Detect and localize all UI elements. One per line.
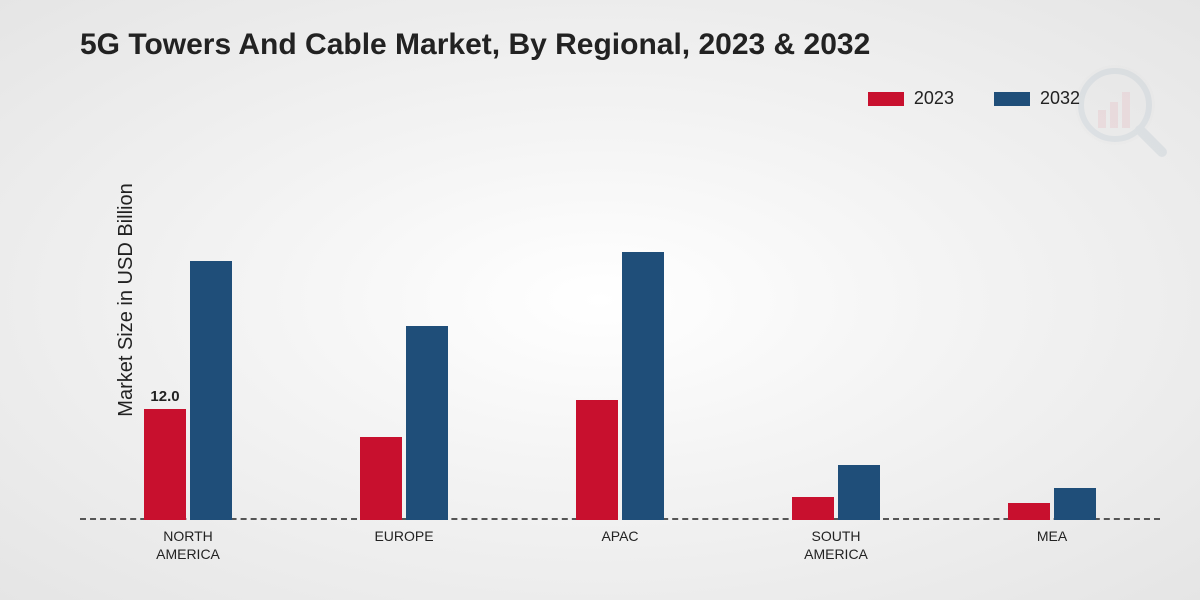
bar: [576, 400, 618, 520]
legend-swatch: [994, 92, 1030, 106]
bar: [622, 252, 664, 520]
legend-item-2023: 2023: [868, 88, 954, 109]
legend-item-2032: 2032: [994, 88, 1080, 109]
legend: 2023 2032: [868, 88, 1080, 109]
bar: [406, 326, 448, 520]
x-tick-label: SOUTH AMERICA: [804, 528, 868, 563]
watermark-logo: [1070, 60, 1170, 160]
x-tick-label: EUROPE: [374, 528, 433, 546]
x-tick-label: NORTH AMERICA: [156, 528, 220, 563]
bar: [1054, 488, 1096, 520]
bar: [360, 437, 402, 520]
legend-swatch: [868, 92, 904, 106]
bar: [792, 497, 834, 520]
legend-label: 2023: [914, 88, 954, 109]
bar-group: APAC: [576, 252, 664, 520]
bar-group: 12.0NORTH AMERICA: [144, 261, 232, 520]
bar: [838, 465, 880, 521]
x-tick-label: MEA: [1037, 528, 1067, 546]
bar: [190, 261, 232, 520]
bar-data-label: 12.0: [144, 388, 186, 405]
bar: 12.0: [144, 409, 186, 520]
chart-title: 5G Towers And Cable Market, By Regional,…: [80, 28, 870, 62]
bar: [1008, 503, 1050, 520]
x-tick-label: APAC: [601, 528, 638, 546]
bar-group: MEA: [1008, 488, 1096, 520]
bar-group: EUROPE: [360, 326, 448, 520]
plot-area: 12.0NORTH AMERICA EUROPE APAC SOUTH AMERICA…: [80, 150, 1160, 520]
bar-group: SOUTH AMERICA: [792, 465, 880, 521]
legend-label: 2032: [1040, 88, 1080, 109]
